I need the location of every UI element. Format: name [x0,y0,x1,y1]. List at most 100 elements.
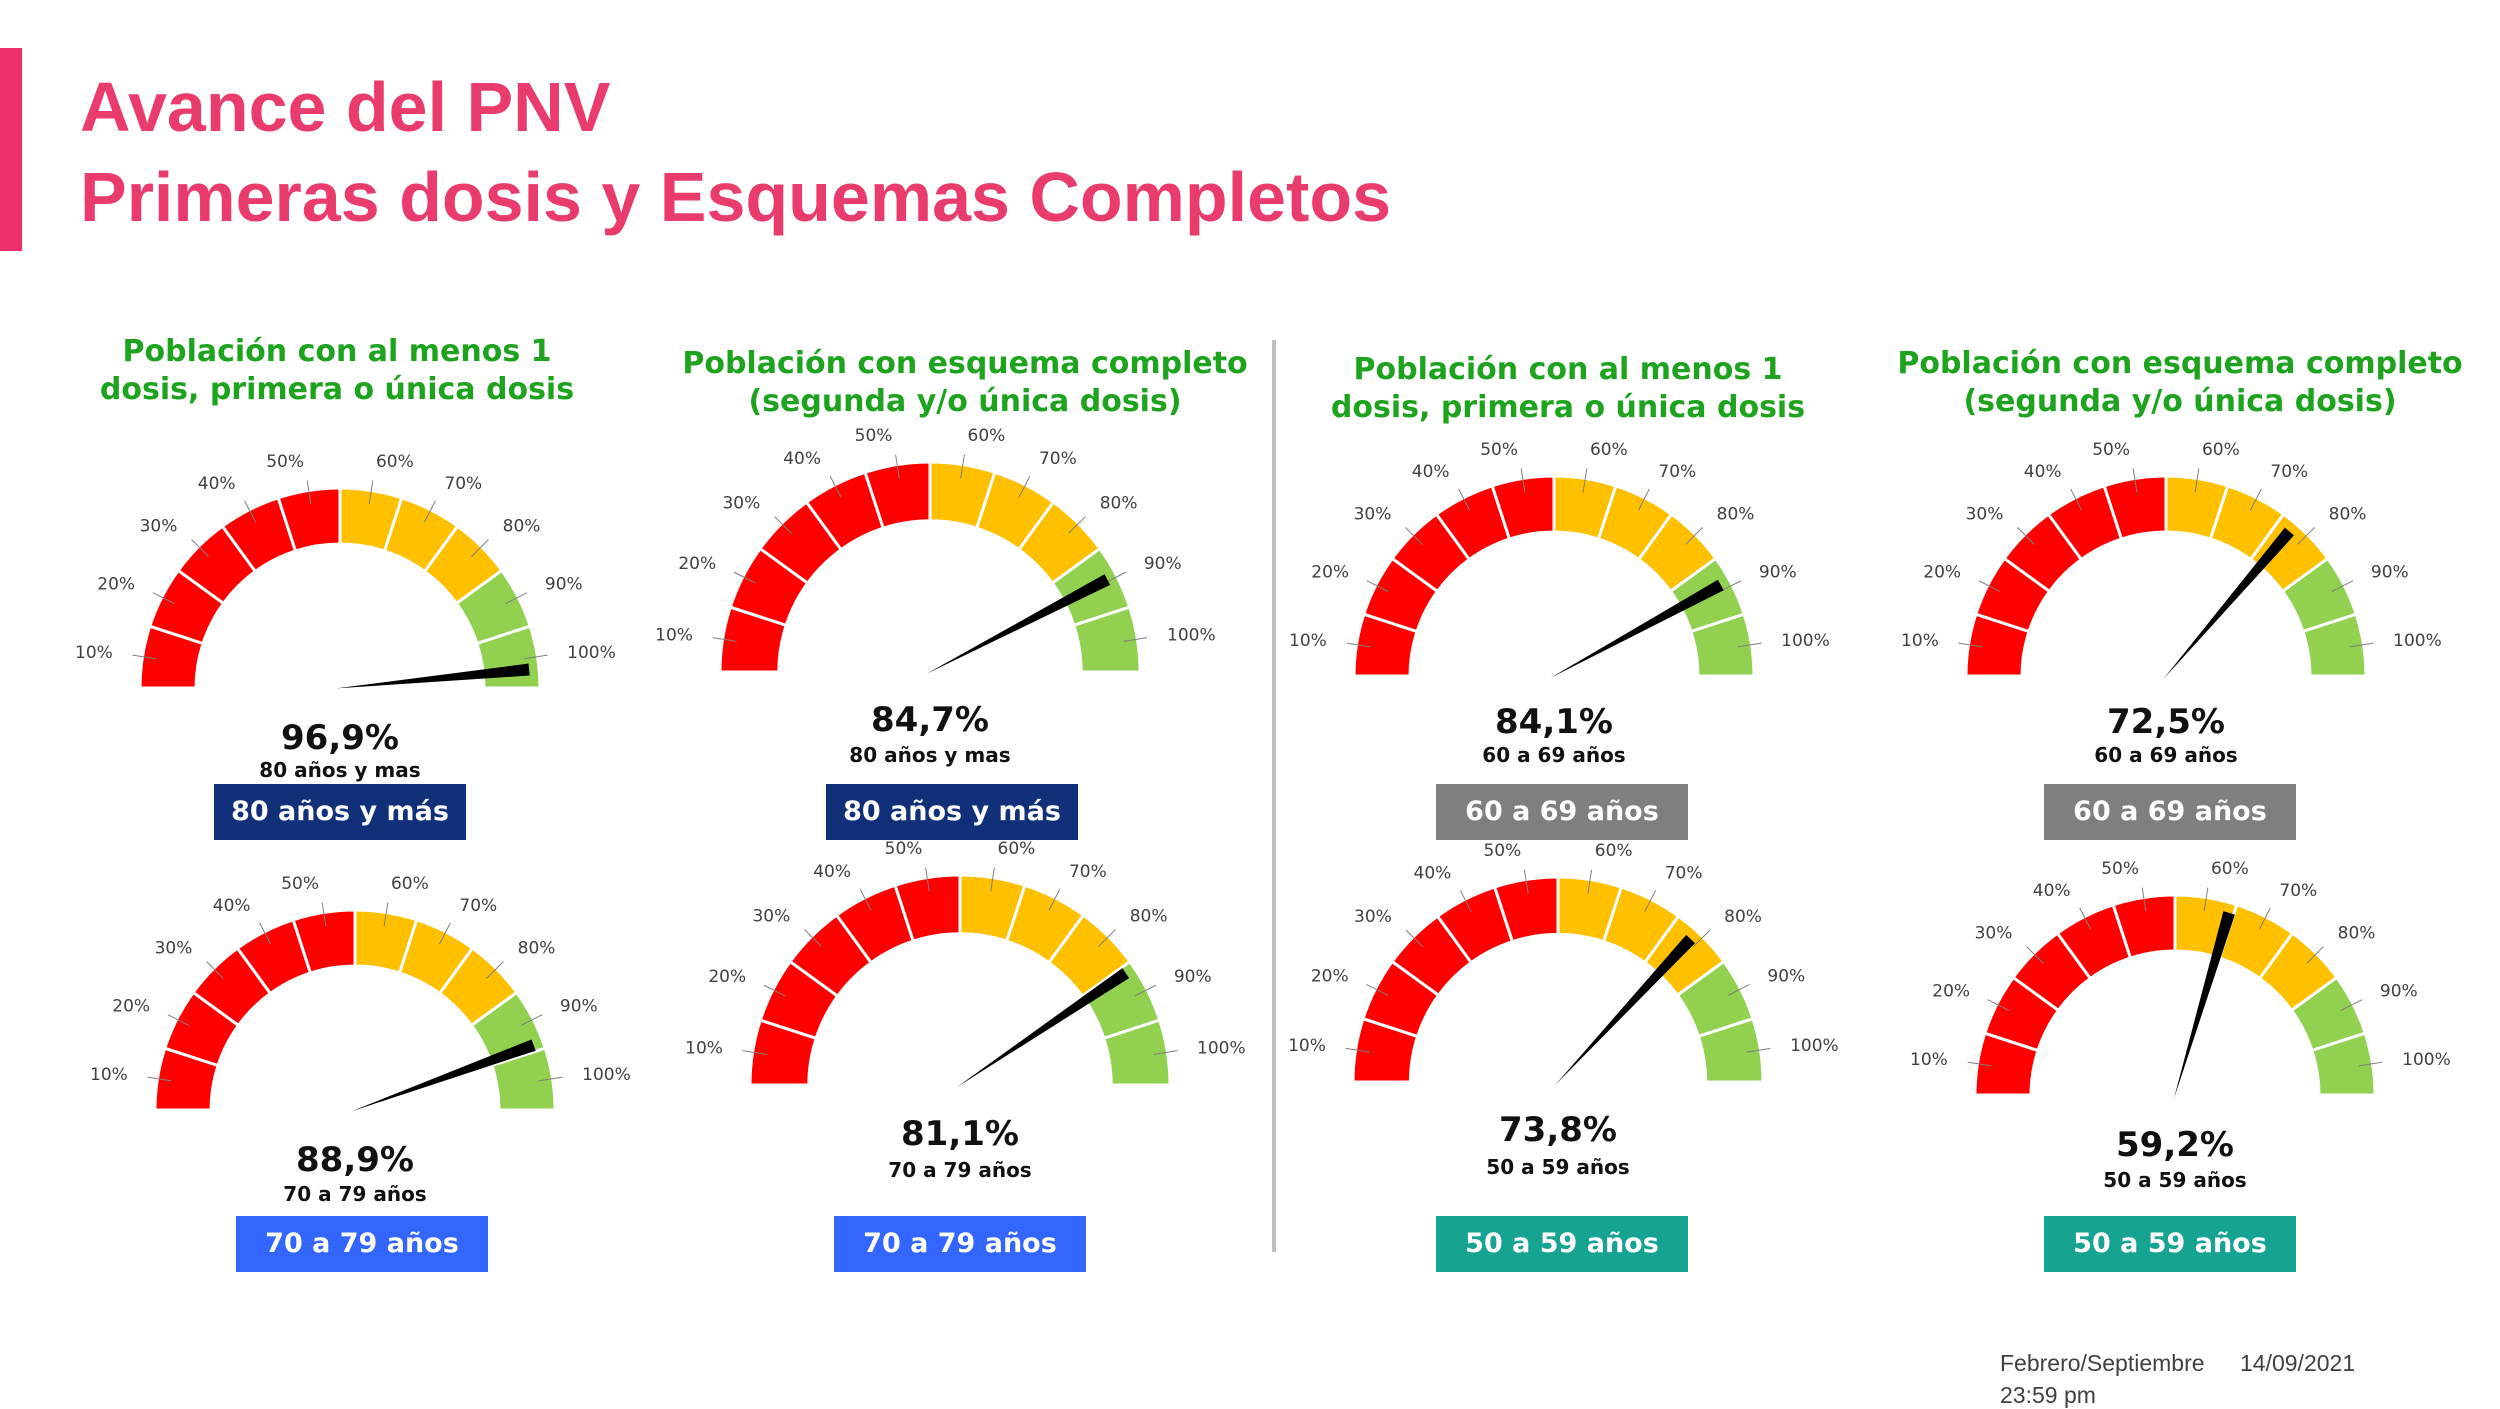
title-line-2: Primeras dosis y Esquemas Completos [80,158,1392,236]
gauge-7-value-label: 73,8% [1499,1110,1617,1150]
gauge-7-tick-label-7: 70% [1665,864,1703,884]
gauge-5-tick-label-7: 70% [459,896,497,916]
gauge-4-segment-10 [2301,612,2368,678]
gauge-6-tick-line-3 [804,929,822,947]
gauge-3-segment-10 [1689,612,1756,678]
gauge-7-tick-line-2 [1366,983,1389,996]
page-title: Avance del PNV Primeras dosis y Esquemas… [80,62,1391,242]
gauge-7-tick-line-9 [1727,983,1750,996]
gauge-7-needle [1555,934,1695,1085]
gauge-6-tick-label-6: 60% [998,839,1036,859]
gauge-2-tick-label-9: 90% [1144,554,1182,574]
gauge-2-tick-line-7 [1018,475,1031,498]
gauge-3-tick-label-5: 50% [1480,440,1518,460]
gauge-4-tick-label-2: 20% [1923,563,1961,583]
gauge-3-age-badge: 60 a 69 años [1436,784,1688,840]
gauge-6-tick-label-8: 80% [1130,906,1168,926]
gauge-1-tick-line-5 [306,480,312,505]
gauge-5-tick-label-10: 100% [582,1065,631,1085]
column-header-3-line-1: Población con al menos 1 [1353,352,1783,387]
gauge-2-needle [926,574,1111,674]
gauge-6-tick-line-4 [859,888,872,911]
gauge-5-tick-label-1: 10% [90,1065,128,1085]
gauge-7-tick-line-6 [1587,869,1593,894]
gauge-2-tick-label-4: 40% [783,449,821,469]
gauge-6-age-badge: 70 a 79 años [834,1216,1086,1272]
gauge-7-tick-label-9: 90% [1767,966,1805,986]
gauge-8-tick-label-6: 60% [2211,859,2249,879]
gauge-5-age-badge: 70 a 79 años [236,1216,488,1272]
column-header-1-line-2: dosis, primera o única dosis [99,372,575,407]
gauge-5-tick-line-10 [538,1076,563,1082]
gauge-2-tick-label-6: 60% [968,426,1006,446]
gauge-2-tick-line-10 [1123,637,1148,642]
gauge-1-tick-line-3 [191,539,209,557]
gauge-2-tick-label-5: 50% [855,426,893,446]
column-header-4: Población con esquema completo (segunda … [1880,345,2480,421]
gauge-2-tick-label-8: 80% [1100,493,1138,513]
gauge-7: 10% 20% 30% 40% 50% 60% 70% 80% 90% 100% [1288,841,1839,1085]
gauge-4-tick-line-4 [2070,488,2083,511]
footer-period: Febrero/Septiembre [2000,1350,2205,1376]
gauge-6-tick-label-10: 100% [1197,1038,1246,1058]
gauge-8-needle [2173,911,2235,1099]
gauge-5-tick-label-6: 60% [391,874,429,894]
gauge-5-tick-label-9: 90% [560,997,598,1017]
column-header-1-line-1: Población con al menos 1 [122,334,552,369]
gauge-4-tick-line-3 [2017,527,2035,545]
gauge-5-tick-label-3: 30% [155,938,193,958]
gauge-4-tick-label-4: 40% [2024,462,2062,482]
gauge-1-tick-line-8 [471,539,489,557]
gauge-7-tick-label-4: 40% [1414,864,1452,884]
gauge-1-tick-label-8: 80% [503,516,541,536]
gauge-1-tick-line-7 [423,500,436,523]
gauge-7-tick-line-7 [1644,890,1657,913]
gauge-2-age-badge: 80 años y más [826,784,1078,840]
footer-time: 23:59 pm [2000,1382,2096,1408]
gauge-7-tick-label-2: 20% [1311,966,1349,986]
column-header-3: Población con al menos 1 dosis, primera … [1268,351,1868,427]
gauge-2-value-label: 84,7% [871,700,989,740]
gauge-2-tick-line-8 [1068,516,1086,534]
gauge-8-tick-label-7: 70% [2279,881,2317,901]
gauge-5-tick-label-2: 20% [112,997,150,1017]
gauge-1-tick-label-5: 50% [266,452,304,472]
gauge-1-tick-label-9: 90% [545,575,583,595]
gauge-7-group-label: 50 a 59 años [1486,1155,1630,1179]
gauge-6-tick-line-1 [742,1050,767,1055]
gauge-5-tick-line-5 [321,902,327,927]
gauge-4-tick-label-3: 30% [1966,504,2004,524]
gauge-1: 10% 20% 30% 40% 50% 60% 70% 80% 90% 100% [75,452,616,690]
gauge-2-tick-line-2 [733,571,756,584]
gauge-1-tick-label-6: 60% [376,452,414,472]
gauge-4-tick-line-5 [2132,468,2138,493]
gauge-2-tick-label-7: 70% [1039,449,1077,469]
gauge-8-tick-line-3 [2026,946,2044,964]
gauge-2-tick-label-3: 30% [722,493,760,513]
gauge-4-tick-line-9 [2331,580,2354,593]
gauge-3-group-label: 60 a 69 años [1482,743,1626,767]
gauge-8-tick-label-4: 40% [2033,881,2071,901]
gauge-6-tick-line-9 [1134,984,1157,997]
gauge-3-tick-label-10: 100% [1781,631,1830,651]
gauge-6-tick-label-1: 10% [685,1038,723,1058]
gauge-1-needle [336,663,530,689]
gauge-1-group-label: 80 años y mas [259,758,421,782]
gauge-6-tick-line-8 [1098,929,1116,947]
gauge-4-tick-line-8 [2297,527,2315,545]
gauge-5-group-label: 70 a 79 años [283,1182,427,1206]
gauge-4-tick-label-6: 60% [2202,440,2240,460]
gauge-5-tick-line-2 [167,1014,190,1027]
gauge-3-tick-line-5 [1520,468,1526,493]
gauge-7-tick-line-10 [1746,1047,1771,1053]
gauge-4-tick-label-5: 50% [2092,440,2130,460]
gauge-2-tick-label-10: 100% [1167,625,1216,645]
gauge-5-tick-label-4: 40% [213,896,251,916]
gauge-6-tick-label-2: 20% [708,967,746,987]
gauge-6-tick-line-2 [763,984,786,997]
gauge-4-tick-line-7 [2249,488,2262,511]
gauge-8-tick-line-1 [1967,1061,1992,1067]
gauge-4-tick-line-1 [1958,642,1983,648]
gauge-2-tick-label-1: 10% [655,625,693,645]
accent-bar [0,48,22,251]
